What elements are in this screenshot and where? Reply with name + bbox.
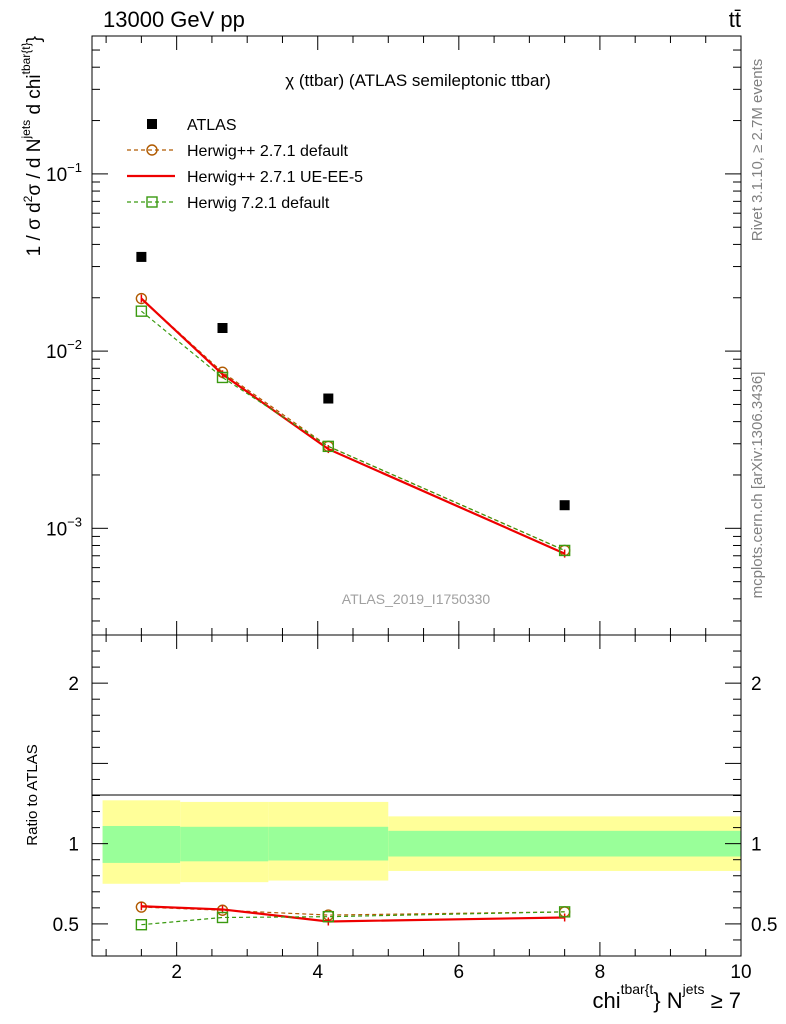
data-point <box>136 251 147 262</box>
ratio-y-axis-label: Ratio to ATLAS <box>24 744 41 845</box>
data-point <box>559 500 570 511</box>
y-tick-label-right: 1 <box>751 835 762 856</box>
data-point <box>558 906 571 918</box>
legend-item: Herwig++ 2.7.1 UE-EE-5 <box>127 169 363 186</box>
rivet-label: Rivet 3.1.10, ≥ 2.7M events <box>749 59 766 242</box>
ratio-herwig-2-7-1-ue-ee-5-series <box>140 902 566 926</box>
data-point <box>217 323 228 334</box>
band-green <box>268 826 389 861</box>
process-label: tt̄ <box>729 7 741 32</box>
ratio-axis-ticks <box>92 634 742 957</box>
x-tick-label: 8 <box>595 962 606 983</box>
main-title: χ (ttbar) (ATLAS semileptonic ttbar) <box>285 71 551 90</box>
x-tick-label: 4 <box>312 962 323 983</box>
y-tick-label-right: 0.5 <box>751 915 777 936</box>
y-tick-label: 2 <box>68 674 79 695</box>
data-point <box>135 305 148 317</box>
data-point <box>146 144 158 156</box>
herwig-7-2-1-default-series <box>135 305 571 557</box>
main-axis-ticks <box>92 36 742 635</box>
herwig-2-7-1-ue-ee-5-series <box>140 294 566 558</box>
main-panel: χ (ttbar) (ATLAS semileptonic ttbar) ATL… <box>19 35 742 636</box>
y-tick-label: 10−3 <box>46 514 82 540</box>
data-point <box>135 292 148 305</box>
data-point <box>146 196 158 208</box>
y-tick-label-right: 2 <box>751 674 762 695</box>
y-tick-label: 10−1 <box>46 160 82 186</box>
herwig-2-7-1-default-line <box>140 298 565 551</box>
herwig-2-7-1-ue-ee-5-line <box>140 297 566 555</box>
data-point <box>147 119 157 129</box>
band-green <box>388 830 741 857</box>
ratio-herwig-2-7-1-default-line <box>141 906 565 916</box>
x-tick-label: 2 <box>171 962 182 983</box>
legend: ATLAS Herwig++ 2.7.1 default Herwig++ 2.7.… <box>127 117 363 212</box>
band-green <box>180 826 269 862</box>
ratio-herwig-7-2-1-default-line <box>141 911 565 926</box>
data-point <box>216 371 229 384</box>
legend-item: Herwig++ 2.7.1 default <box>127 143 349 160</box>
mcplots-label: mcplots.cern.ch [arXiv:1306.3436] <box>749 372 766 599</box>
x-axis-label: chitbar{t} Njets ≥ 7 <box>592 981 741 1013</box>
data-point <box>323 393 334 404</box>
data-point <box>558 544 571 557</box>
ratio-y-tick-labels: 0.5 0.5 1 1 2 2 <box>53 674 778 936</box>
ratio-panel: 0.5 0.5 1 1 2 2 2 4 6 8 10 Ratio to ATLAS chitbar… <box>24 634 778 1013</box>
main-y-axis-label: 1 / σ d2σ / d Njets d chitbar{t}} <box>19 36 45 256</box>
y-tick-label: 10−2 <box>46 337 82 363</box>
legend-label: ATLAS <box>187 117 237 134</box>
legend-label: Herwig 7.2.1 default <box>187 195 330 212</box>
main-y-tick-labels: 10−1 10−2 10−3 <box>46 160 82 540</box>
y-tick-label: 1 <box>68 835 79 856</box>
herwig-7-2-1-default-line <box>141 310 565 551</box>
main-series-layer <box>135 251 571 558</box>
ratio-series-layer <box>135 901 571 931</box>
ratio-herwig-2-7-1-default-series <box>135 901 571 921</box>
ratio-herwig-2-7-1-ue-ee-5-line <box>141 905 565 923</box>
legend-item: ATLAS <box>147 117 237 134</box>
data-point <box>216 911 229 924</box>
data-point <box>322 910 335 923</box>
legend-label: Herwig++ 2.7.1 UE-EE-5 <box>187 169 363 186</box>
energy-label: 13000 GeV pp <box>103 7 245 32</box>
band-green <box>102 825 181 863</box>
ratio-x-tick-labels: 2 4 6 8 10 <box>171 962 751 983</box>
x-tick-label: 6 <box>454 962 465 983</box>
ratio-herwig-7-2-1-default-series <box>135 906 571 931</box>
ratio-uncertainty-bands <box>102 800 741 884</box>
y-tick-label: 0.5 <box>53 915 79 936</box>
legend-label: Herwig++ 2.7.1 default <box>187 143 349 160</box>
atlas-series <box>136 251 570 511</box>
legend-item: Herwig 7.2.1 default <box>127 195 330 212</box>
data-point <box>135 919 148 931</box>
x-tick-label: 10 <box>730 962 751 983</box>
data-point <box>322 440 335 453</box>
watermark-label: ATLAS_2019_I1750330 <box>342 591 491 607</box>
herwig-2-7-1-default-series <box>135 292 571 557</box>
